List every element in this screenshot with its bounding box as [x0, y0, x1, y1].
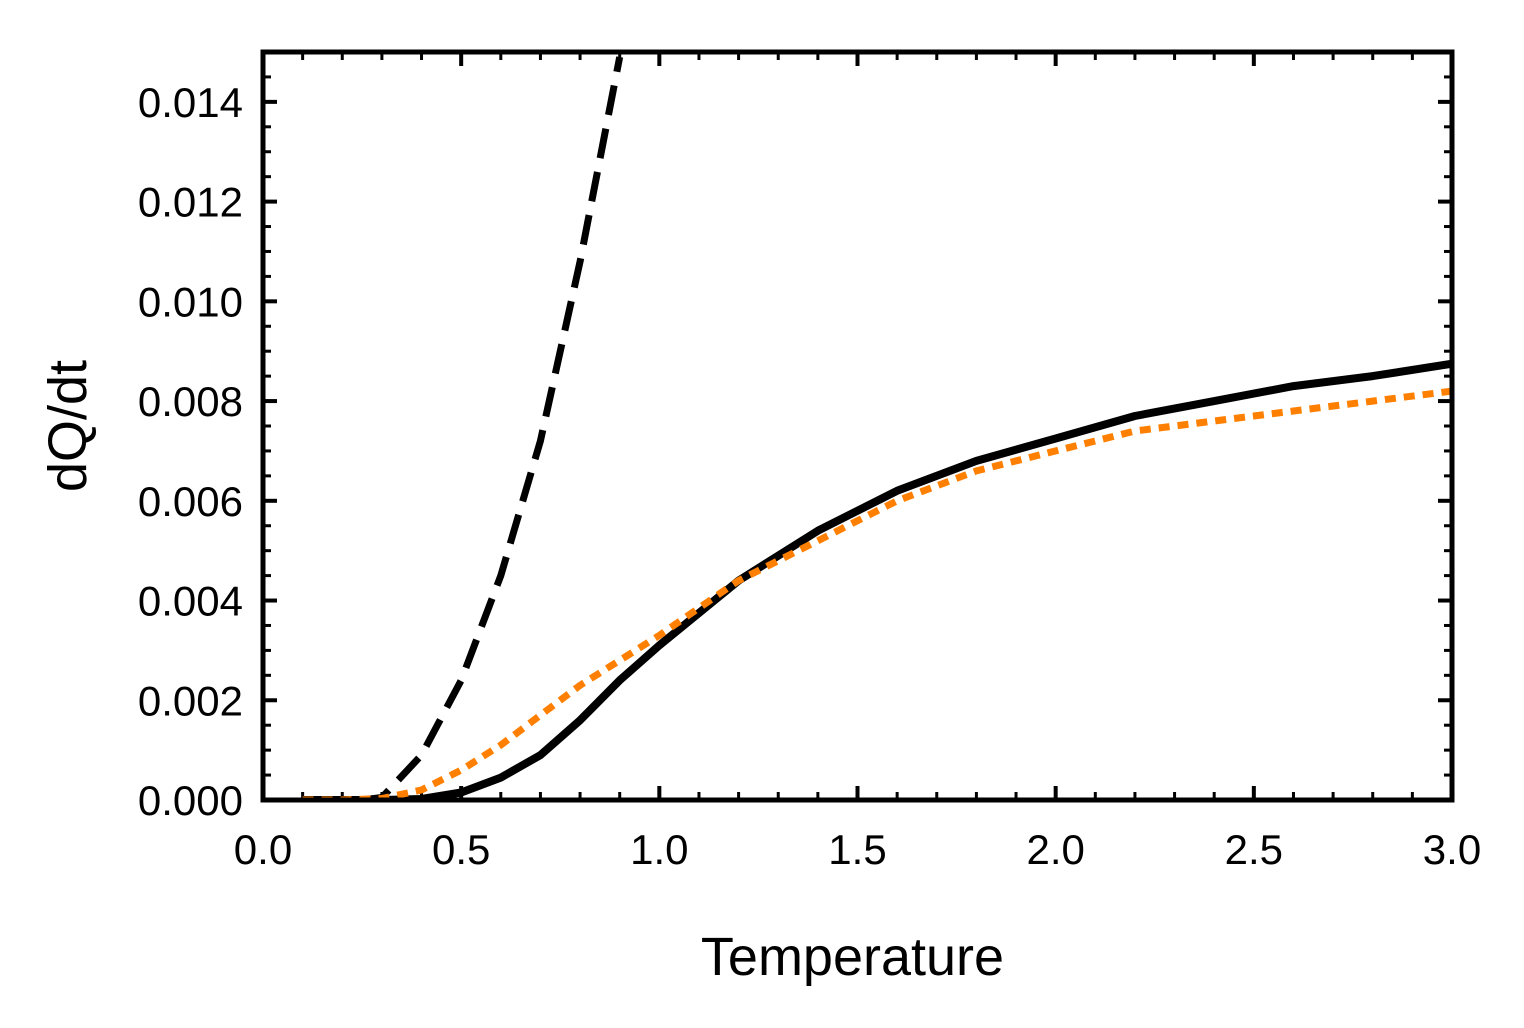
x-tick-label: 1.5 [828, 826, 886, 873]
series-layer [302, 56, 1452, 800]
x-tick-label: 2.0 [1026, 826, 1084, 873]
y-axis-title: dQ/dt [38, 360, 98, 492]
series-line-dotted [302, 387, 1452, 800]
x-tick-label: 1.0 [630, 826, 688, 873]
x-tick-label: 0.5 [432, 826, 490, 873]
y-tick-label: 0.004 [138, 578, 243, 625]
y-tick-label: 0.008 [138, 378, 243, 425]
y-tick-label: 0.002 [138, 677, 243, 724]
plot-frame [260, 49, 1455, 803]
y-tick-label: 0.012 [138, 179, 243, 226]
x-tick-label: 3.0 [1423, 826, 1481, 873]
series-line-solid [302, 359, 1452, 800]
y-tick-labels: 0.000 0.002 0.004 0.006 0.008 0.010 0.012 0.014 [138, 79, 243, 824]
y-tick-label: 0.014 [138, 79, 243, 126]
series-line-dashed [361, 56, 624, 800]
y-tick-label: 0.000 [138, 777, 243, 824]
y-tick-label: 0.010 [138, 278, 243, 325]
y-tick-label: 0.006 [138, 478, 243, 525]
x-tick-label: 0.0 [234, 826, 292, 873]
x-axis-title: Temperature [701, 927, 1004, 987]
x-tick-label: 2.5 [1225, 826, 1283, 873]
major-ticks [261, 52, 1454, 802]
minor-ticks [261, 50, 1454, 802]
x-tick-labels: 0.0 0.5 1.0 1.5 2.0 2.5 3.0 [234, 826, 1481, 873]
